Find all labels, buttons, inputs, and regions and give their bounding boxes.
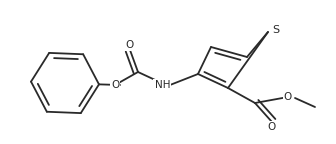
Text: NH: NH [155,80,170,90]
Text: S: S [272,25,280,35]
Text: O: O [284,92,292,102]
Text: O: O [268,122,276,132]
Text: O: O [126,40,134,50]
Text: O: O [111,80,119,90]
